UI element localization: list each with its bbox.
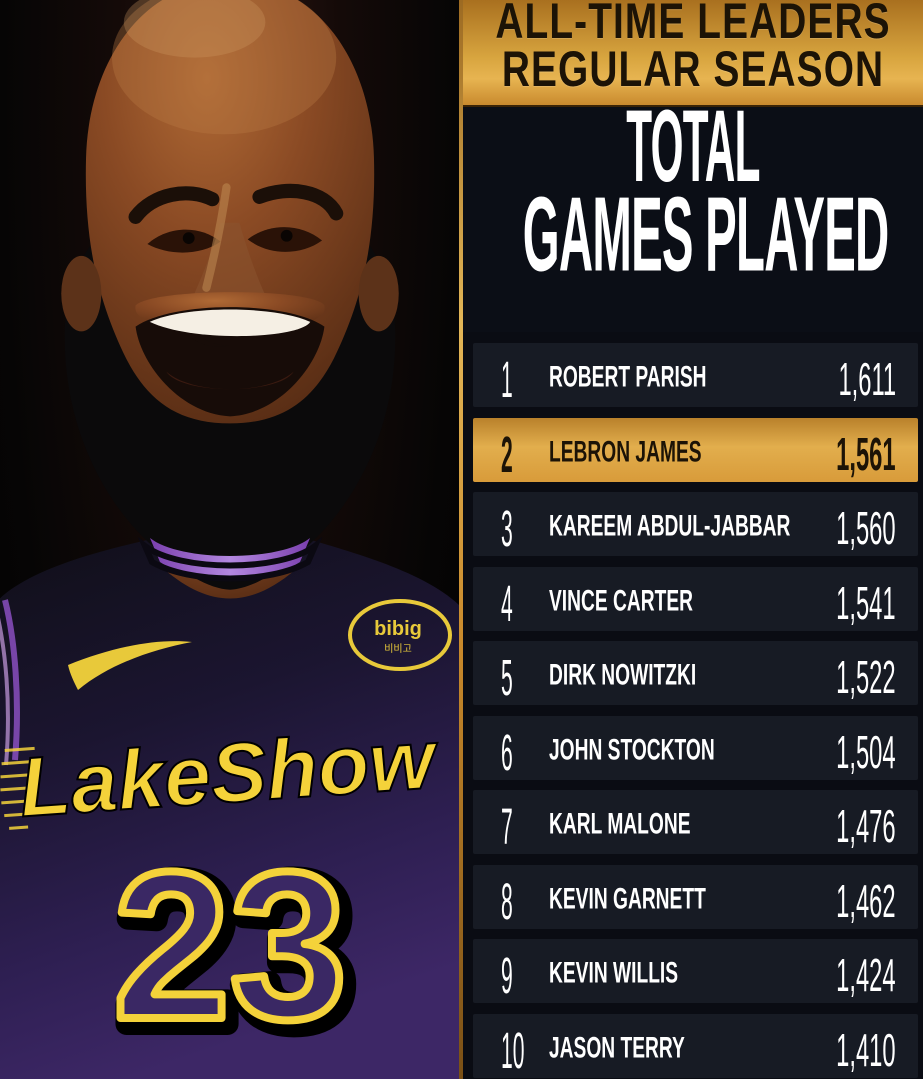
svg-text:23: 23 — [113, 828, 347, 1063]
svg-text:비비고: 비비고 — [384, 643, 412, 655]
svg-text:bibig: bibig — [374, 618, 422, 640]
